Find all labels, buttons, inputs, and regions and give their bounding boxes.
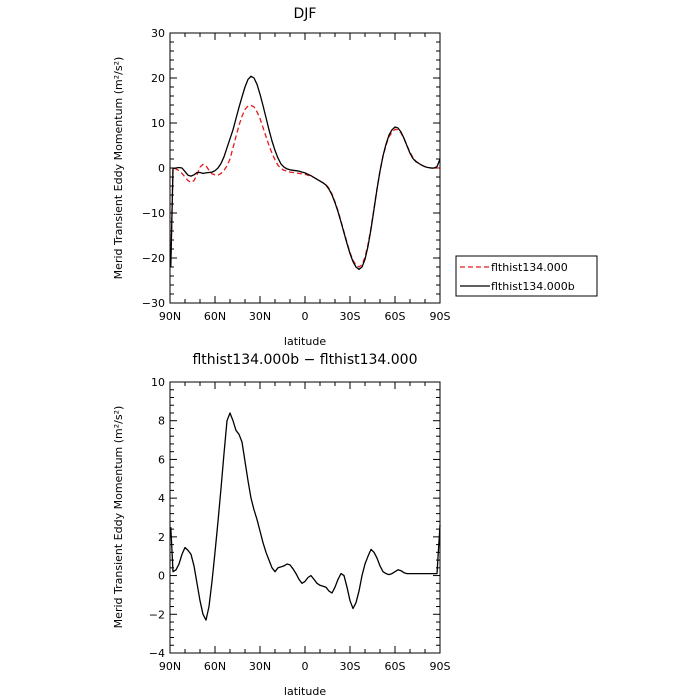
chart-bottom-frame [169,381,441,654]
chart-top-xtick-label: 30S [340,310,361,323]
chart-bottom-xtick-label: 90N [159,660,181,673]
chart-top-title: DJF [294,6,317,22]
chart-bottom-ticks: 90N 60N 30N 0 30S 60S 90S −4 −2 0 2 4 6 8 10 [149,376,451,673]
chart-top-xtick-label: 30N [249,310,271,323]
chart-bottom-series-line-1 [170,412,441,621]
chart-top-legend: flthist134.000 flthist134.000b [455,255,598,297]
chart-top-ytick-label: −10 [142,207,165,220]
chart-top-ylabel: Merid Transient Eddy Momentum (m²/s²) [112,57,125,280]
chart-top-ticks: 90N 60N 30N 0 30S 60S 90S −30 −20 −10 0 10 20 30 [142,27,451,323]
chart-bottom-title: flthist134.000b − flthist134.000 [192,352,417,368]
chart-top-series-line-1 [170,104,440,268]
chart-bottom-ylabel: Merid Transient Eddy Momentum (m²/s²) [112,406,125,629]
chart-bottom-xtick-label: 60S [385,660,406,673]
legend-box [455,255,598,297]
chart-top-xtick-label: 0 [302,310,309,323]
chart-bottom-xtick-label: 0 [302,660,309,673]
chart-top-ytick-label: 0 [158,162,165,175]
chart-top-ytick-label: 20 [151,72,165,85]
chart-bottom-ytick-label: 8 [158,415,165,428]
chart-top: DJF 90N 60N 30N 0 30S 60S 90S−30−20−100102030 … [112,6,598,348]
chart-bottom-ytick-label: 10 [151,376,165,389]
chart-bottom-xlabel: latitude [284,685,326,698]
chart-top-ytick-label: 10 [151,117,165,130]
chart-bottom-xtick-label: 60N [204,660,226,673]
legend-label-series-1: flthist134.000 [491,261,568,274]
chart-bottom-ytick-label: −2 [149,608,165,621]
legend-label-series-2: flthist134.000b [491,280,575,293]
chart-top-xtick-label: 60N [204,310,226,323]
chart-bottom-xtick-label: 30S [340,660,361,673]
chart-top-ytick-label: −30 [142,297,165,310]
chart-top-ytick-label: −20 [142,252,165,265]
chart-bottom-ytick-label: 0 [158,570,165,583]
chart-bottom-xtick-label: 30N [249,660,271,673]
chart-bottom-series [170,412,441,621]
chart-top-xlabel: latitude [284,335,326,348]
chart-bottom-ytick-label: 4 [158,492,165,505]
chart-top-ytick-label: 30 [151,27,165,40]
chart-top-xtick-label: 90S [430,310,451,323]
chart-top-frame [169,32,441,304]
chart-top-xtick-label: 60S [385,310,406,323]
chart-bottom-xtick-label: 90S [430,660,451,673]
chart-bottom-ytick-label: −4 [149,647,165,660]
chart-top-series [170,75,441,270]
chart-bottom-ytick-label: 2 [158,531,165,544]
chart-bottom-ytick-label: 6 [158,453,165,466]
chart-top-series-line-2 [170,75,441,270]
chart-top-xtick-label: 90N [159,310,181,323]
chart-bottom: flthist134.000b − flthist134.000 90N 60N 3… [112,352,451,698]
